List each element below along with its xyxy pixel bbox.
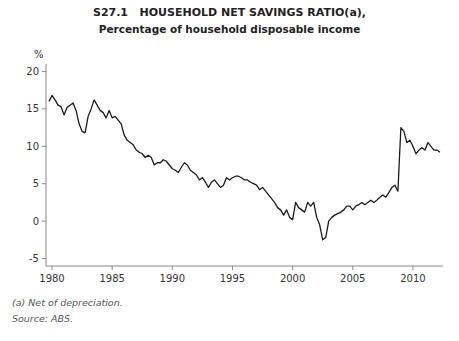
x-tick <box>352 266 353 270</box>
x-tick-label: 1985 <box>99 273 124 284</box>
footnote: Source: ABS. <box>12 313 73 324</box>
y-tick-label: -5 <box>29 253 39 264</box>
x-tick <box>112 266 113 270</box>
x-tick <box>172 266 173 270</box>
footnote: (a) Net of depreciation. <box>12 297 123 308</box>
line <box>49 95 440 239</box>
y-tick-label: 15 <box>26 103 39 114</box>
x-axis-line <box>46 266 443 267</box>
x-tick <box>52 266 53 270</box>
subtitle: Percentage of household disposable incom… <box>99 23 361 35</box>
title: S27.1 HOUSEHOLD NET SAVINGS RATIO(a), <box>93 6 366 19</box>
y-tick-label: 10 <box>26 141 39 152</box>
x-tick-label: 1995 <box>220 273 245 284</box>
y-tick <box>42 183 46 184</box>
y-tick <box>42 258 46 259</box>
x-tick <box>412 266 413 270</box>
x-tick <box>292 266 293 270</box>
x-tick-label: 2010 <box>400 273 425 284</box>
plot-area <box>49 95 440 239</box>
y-tick <box>42 71 46 72</box>
y-axis-label: % <box>34 49 44 60</box>
y-tick <box>42 221 46 222</box>
y-tick <box>42 108 46 109</box>
y-tick-label: 20 <box>26 66 39 77</box>
x-tick <box>232 266 233 270</box>
x-tick-label: 1980 <box>39 273 64 284</box>
y-tick-label: 5 <box>33 178 39 189</box>
x-tick-label: 2005 <box>340 273 365 284</box>
y-tick <box>42 146 46 147</box>
chart: S27.1 HOUSEHOLD NET SAVINGS RATIO(a), Per… <box>0 0 459 341</box>
x-tick-label: 2000 <box>280 273 305 284</box>
x-tick-label: 1990 <box>160 273 185 284</box>
y-axis-line <box>46 64 47 266</box>
page: {"chart_data": { "type": "line", "title"… <box>0 0 459 341</box>
y-tick-label: 0 <box>33 216 39 227</box>
